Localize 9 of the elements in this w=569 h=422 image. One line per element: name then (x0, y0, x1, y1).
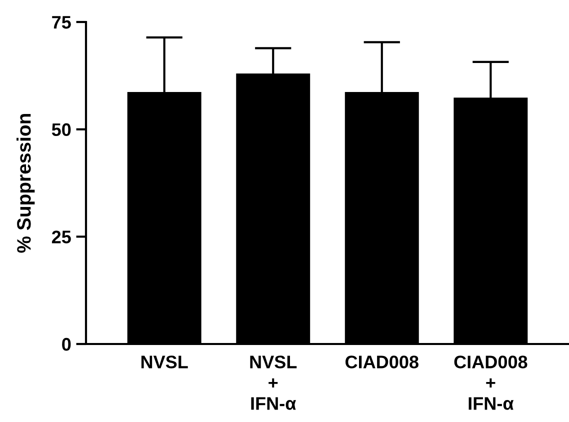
x-tick-label: CIAD008 (346, 356, 418, 368)
y-tick-label: 75 (52, 16, 71, 29)
y-axis-title: % Suppression (16, 114, 35, 253)
x-tick-label: CIAD008 + IFN-α (454, 356, 528, 410)
y-tick-label: 25 (52, 230, 71, 244)
x-tick-label: NVSL + IFN-α (250, 356, 297, 410)
y-tick-label: 0 (62, 338, 71, 351)
x-tick-label: NVSL (141, 356, 188, 368)
y-tick-label: 50 (52, 123, 71, 136)
